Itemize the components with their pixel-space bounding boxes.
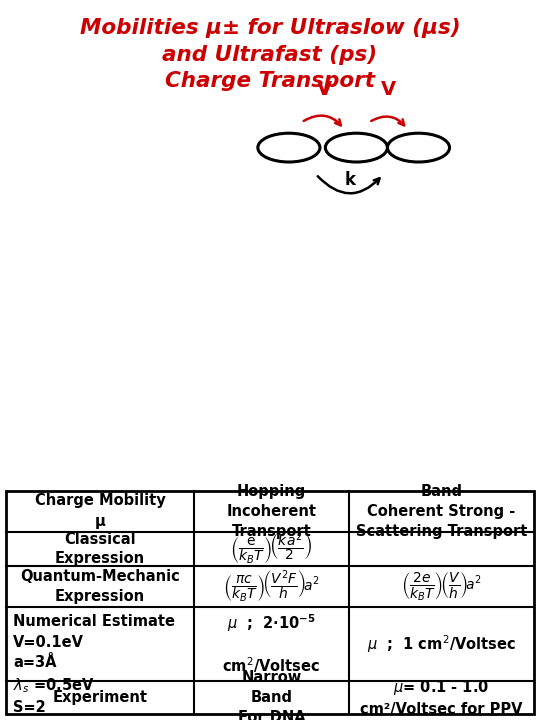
Text: Band
Coherent Strong -
Scattering Transport: Band Coherent Strong - Scattering Transp…: [356, 485, 527, 539]
Text: Mobilities μ± for Ultraslow (μs): Mobilities μ± for Ultraslow (μs): [80, 18, 460, 38]
Text: Classical
Expression: Classical Expression: [55, 531, 145, 567]
Bar: [6, 491, 534, 714]
Text: Charge Mobility
$\mathbf{\mu}$: Charge Mobility $\mathbf{\mu}$: [35, 492, 165, 531]
Text: k: k: [345, 171, 355, 189]
Text: Hopping
Incoherent
Transport: Hopping Incoherent Transport: [226, 485, 316, 539]
Text: and Ultrafast (ps): and Ultrafast (ps): [163, 45, 377, 65]
Text: $\mu$  ;  1 cm$^2$/Voltsec: $\mu$ ; 1 cm$^2$/Voltsec: [367, 633, 516, 654]
Ellipse shape: [388, 133, 449, 162]
Text: Narrow
Band
For DNA: Narrow Band For DNA: [238, 670, 305, 720]
Text: $\left(\dfrac{\mathrm{e}}{k_BT}\right)\!\left(\dfrac{ka^2}{2}\right)$: $\left(\dfrac{\mathrm{e}}{k_BT}\right)\!…: [230, 531, 313, 567]
Text: $\left(\dfrac{\pi c}{k_BT}\right)\!\left(\dfrac{V^2F}{h}\right)\!a^2$: $\left(\dfrac{\pi c}{k_BT}\right)\!\left…: [223, 568, 320, 605]
Text: $\mu$  ;  $\mathbf{2{\cdot}10^{-5}}$

cm$^2$/Voltsec: $\mu$ ; $\mathbf{2{\cdot}10^{-5}}$ cm$^2…: [222, 613, 320, 675]
Text: Numerical Estimate
V=0.1eV
a=3Å
$\lambda_s$ =0.5eV
S=2
k=10$^9$s$^{-1}$: Numerical Estimate V=0.1eV a=3Å $\lambda…: [13, 614, 175, 720]
Text: $\left(\dfrac{2e}{k_BT}\right)\!\left(\dfrac{V}{h}\right)\!a^2$: $\left(\dfrac{2e}{k_BT}\right)\!\left(\d…: [401, 570, 482, 603]
Text: Charge Transport: Charge Transport: [165, 71, 375, 91]
Text: V: V: [316, 80, 332, 99]
Text: Experiment: Experiment: [52, 690, 147, 705]
Ellipse shape: [325, 133, 388, 162]
Ellipse shape: [258, 133, 320, 162]
Text: $\mu$= 0.1 - 1.0
cm²/Voltsec for PPV: $\mu$= 0.1 - 1.0 cm²/Voltsec for PPV: [360, 678, 523, 717]
Text: Quantum-Mechanic
Expression: Quantum-Mechanic Expression: [20, 569, 180, 604]
Text: V: V: [381, 80, 396, 99]
